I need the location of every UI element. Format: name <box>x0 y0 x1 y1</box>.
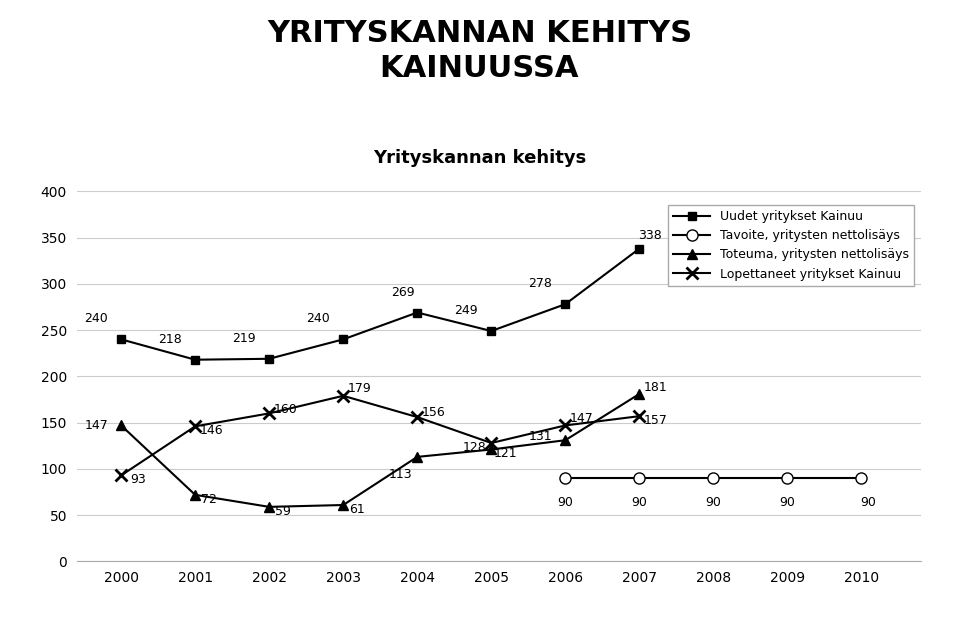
Text: 269: 269 <box>391 286 415 299</box>
Legend: Uudet yritykset Kainuu, Tavoite, yritysten nettolisäys, Toteuma, yritysten netto: Uudet yritykset Kainuu, Tavoite, yrityst… <box>667 205 914 286</box>
Text: 131: 131 <box>528 429 552 442</box>
Text: 240: 240 <box>84 312 108 325</box>
Text: 218: 218 <box>158 333 182 346</box>
Text: 90: 90 <box>780 496 795 509</box>
Text: 61: 61 <box>349 503 365 516</box>
Text: 59: 59 <box>275 505 291 518</box>
Text: 181: 181 <box>644 381 667 394</box>
Text: 338: 338 <box>639 229 663 242</box>
Text: 90: 90 <box>706 496 721 509</box>
Text: 93: 93 <box>129 473 146 486</box>
Text: 90: 90 <box>860 496 877 509</box>
Text: 90: 90 <box>631 496 647 509</box>
Text: 240: 240 <box>306 312 330 325</box>
Text: 72: 72 <box>201 492 217 505</box>
Text: 121: 121 <box>493 447 517 460</box>
Text: YRITYSKANNAN KEHITYS
KAINUUSSA: YRITYSKANNAN KEHITYS KAINUUSSA <box>267 19 692 83</box>
Text: Yrityskannan kehitys: Yrityskannan kehitys <box>373 149 586 167</box>
Text: 160: 160 <box>274 403 297 416</box>
Text: 128: 128 <box>463 441 486 453</box>
Text: 90: 90 <box>557 496 573 509</box>
Text: 278: 278 <box>528 277 552 290</box>
Text: 146: 146 <box>200 424 223 437</box>
Text: 113: 113 <box>388 468 412 481</box>
Text: 179: 179 <box>348 383 372 395</box>
Text: 249: 249 <box>455 304 479 317</box>
Text: 147: 147 <box>84 419 108 432</box>
Text: 156: 156 <box>422 407 446 420</box>
Text: 219: 219 <box>232 332 256 345</box>
Text: 157: 157 <box>644 414 667 427</box>
Text: 147: 147 <box>570 412 594 425</box>
